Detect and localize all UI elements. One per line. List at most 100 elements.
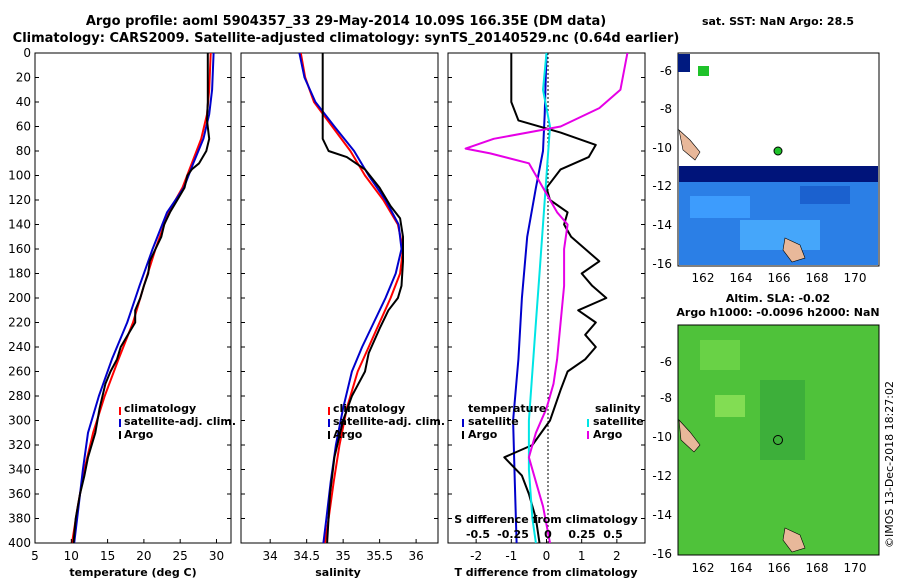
y-tick-label: 300 [8, 414, 31, 428]
sla-land-vanuatu [782, 527, 806, 553]
salinity-legend: climatology satellite-adj. clim. Argo [328, 402, 445, 441]
sst-ytick-1: -6 [660, 64, 672, 78]
salinity-lines [298, 52, 404, 544]
x-tick-label: 2 [613, 549, 621, 563]
sst-xtick-3: 166 [768, 271, 791, 285]
series-line-argo [321, 53, 404, 544]
top-tick-1: -0.5 [466, 528, 490, 541]
x-tick-label: 10 [64, 549, 79, 563]
legend-label-climatology: climatology [333, 402, 405, 415]
sst-ytick-3: -10 [652, 141, 672, 155]
y-tick-label: 240 [8, 340, 31, 354]
y-tick-label: 60 [16, 120, 31, 134]
y-tick-label: 80 [16, 144, 31, 158]
series-line-salinity-satellite [527, 52, 551, 544]
sst-patch-topleft [678, 54, 690, 72]
series-line-temperature-satellite [512, 52, 548, 544]
sla-ytick-2: -8 [660, 391, 672, 405]
x-tick-label: 25 [173, 549, 188, 563]
x-tick-label: -2 [470, 549, 482, 563]
legend-label-sal-argo: Argo [593, 428, 623, 441]
sla-field-light-2 [715, 395, 745, 417]
y-tick-label: 40 [16, 95, 31, 109]
sst-map-title: sat. SST: NaN Argo: 28.5 [702, 15, 854, 28]
sst-field-light-2 [740, 220, 820, 250]
sla-map-title-1: Altim. SLA: -0.02 [726, 292, 830, 305]
series-line-satellite-adj-clim- [298, 52, 403, 544]
temperature-panel: 0 20 40 60 80 100 120 140 160 180 200 220 240 260 280 3… [8, 46, 236, 579]
sst-xtick-5: 170 [844, 271, 867, 285]
legend-label-temp-satellite: satellite [468, 415, 519, 428]
temperature-x-axis: 5 10 15 20 25 30 [31, 549, 224, 563]
y-tick-label: 120 [8, 193, 31, 207]
legend-title-salinity: salinity [595, 402, 641, 415]
sla-xtick-4: 168 [806, 561, 829, 575]
x-tick-label: 20 [136, 549, 151, 563]
sst-patch-green [698, 66, 709, 76]
sst-xtick-2: 164 [730, 271, 753, 285]
x-tick-label: 35 [336, 549, 351, 563]
y-tick-label: 200 [8, 291, 31, 305]
sst-ytick-5: -14 [652, 218, 672, 232]
temperature-axes-box [34, 52, 232, 544]
x-tick-label: -1 [505, 549, 517, 563]
series-line-satellite-adj-clim- [73, 52, 215, 544]
sla-field-light-1 [700, 340, 740, 370]
sla-map-title-2: Argo h1000: -0.0096 h2000: NaN [676, 306, 879, 319]
sla-ytick-5: -14 [652, 508, 672, 522]
title-line-2: Climatology: CARS2009. Satellite-adjuste… [13, 31, 680, 46]
top-tick-3: 0 [544, 528, 552, 541]
sst-map: sat. SST: NaN Argo: 28.5 -6 -8 -10 -12 -… [652, 15, 880, 285]
x-tick-label: 34.5 [293, 549, 320, 563]
sst-ytick-2: -8 [660, 102, 672, 116]
series-line-climatology [299, 52, 404, 544]
temperature-legend: climatology satellite-adj. clim. Argo [119, 402, 236, 441]
salinity-x-axis: 34 34.5 35 35.5 36 [263, 549, 424, 563]
sla-xtick-2: 164 [730, 561, 753, 575]
sst-argo-marker [773, 146, 783, 156]
y-tick-label: 20 [16, 71, 31, 85]
sla-xtick-5: 170 [844, 561, 867, 575]
salinity-axes-box [240, 52, 439, 544]
series-line-argo [72, 53, 211, 544]
y-tick-label: 180 [8, 267, 31, 281]
sst-land-island [678, 129, 701, 161]
y-tick-label: 320 [8, 438, 31, 452]
differences-legend: temperature satellite Argo salinity sate… [462, 402, 644, 441]
sla-land-island [678, 419, 701, 453]
sst-field-dark [800, 186, 850, 204]
differences-top-ticks: -0.5 -0.25 0 0.25 0.5 [466, 528, 623, 541]
y-tick-label: 220 [8, 316, 31, 330]
sla-ytick-6: -16 [652, 547, 672, 561]
legend-label-sal-satellite: satellite [593, 415, 644, 428]
x-tick-label: 36 [408, 549, 423, 563]
x-tick-label: 35.5 [366, 549, 393, 563]
series-line-salinity-argo [464, 52, 629, 544]
temperature-xlabel: temperature (deg C) [69, 566, 196, 579]
y-tick-label: 380 [8, 512, 31, 526]
temperature-y-axis: 0 20 40 60 80 100 120 140 160 180 200 220 240 260 280 3… [8, 46, 31, 550]
sla-map-x-ticks: 162 164 166 168 170 [692, 561, 867, 575]
y-tick-label: 280 [8, 389, 31, 403]
y-tick-label: 400 [8, 536, 31, 550]
title-line-1: Argo profile: aoml 5904357_33 29-May-201… [86, 14, 606, 29]
sla-ytick-4: -12 [652, 469, 672, 483]
differences-lines [464, 52, 629, 544]
legend-label-temp-argo: Argo [468, 428, 498, 441]
legend-label-satellite: satellite-adj. clim. [124, 415, 236, 428]
sst-ytick-4: -12 [652, 179, 672, 193]
differences-axes-box [447, 52, 646, 544]
sla-map-y-ticks: -6 -8 -10 -12 -14 -16 [652, 355, 672, 561]
temperature-lines [71, 52, 215, 544]
top-tick-2: -0.25 [497, 528, 529, 541]
x-tick-label: 30 [209, 549, 224, 563]
legend-label-climatology: climatology [124, 402, 196, 415]
sla-map: Altim. SLA: -0.02 Argo h1000: -0.0096 h2… [652, 292, 879, 575]
sst-field-light-1 [690, 196, 750, 218]
x-tick-label: 0 [543, 549, 551, 563]
sst-land-vanuatu [782, 237, 806, 263]
imos-watermark: ©IMOS 13-Dec-2018 18:27:02 [883, 381, 896, 548]
top-tick-4: 0.25 [568, 528, 595, 541]
legend-label-satellite: satellite-adj. clim. [333, 415, 445, 428]
x-tick-label: 5 [31, 549, 39, 563]
